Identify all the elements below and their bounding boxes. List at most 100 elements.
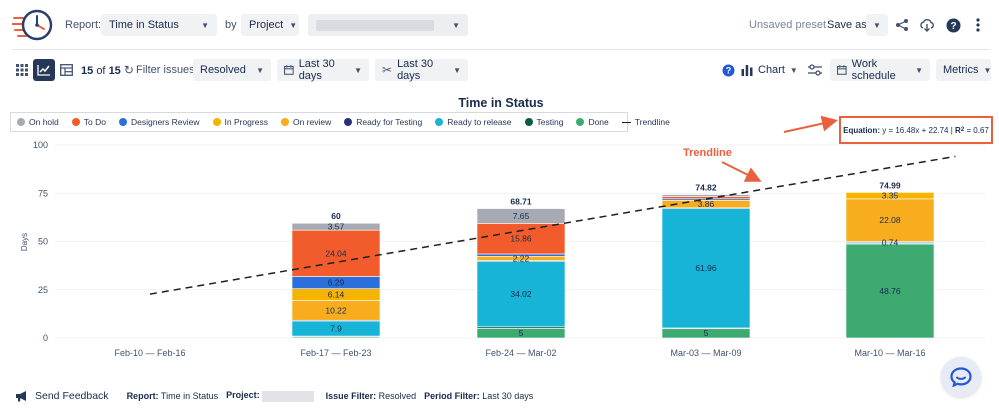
legend-color-swatch bbox=[435, 118, 444, 126]
filter-issues-value: Resolved bbox=[200, 64, 246, 76]
legend-color-swatch bbox=[71, 118, 80, 126]
chevron-down-icon: ▼ bbox=[983, 65, 992, 75]
trendline-annotation: Trendline bbox=[683, 147, 732, 159]
legend-item[interactable]: Testing bbox=[524, 117, 563, 127]
help-icon: ? bbox=[946, 18, 960, 32]
segment-label: 7.9 bbox=[330, 323, 342, 333]
legend-item[interactable]: Designers Review bbox=[119, 117, 200, 127]
legend-item[interactable]: On review bbox=[280, 117, 332, 127]
chevron-down-icon: ▼ bbox=[256, 65, 264, 75]
chart-settings-button[interactable] bbox=[804, 59, 826, 81]
save-as-dropdown-button[interactable]: ▼ bbox=[866, 14, 888, 36]
equation-label: Equation: bbox=[843, 125, 880, 135]
legend-color-swatch bbox=[524, 118, 533, 126]
refresh-icon[interactable]: ↻ bbox=[123, 63, 134, 77]
chart-view-button[interactable] bbox=[33, 59, 55, 81]
footer-report-value: Time in Status bbox=[160, 391, 219, 401]
legend-item[interactable]: Done bbox=[576, 117, 609, 127]
y-tick-label: 50 bbox=[38, 237, 48, 247]
filter-issues-select[interactable]: Resolved ▼ bbox=[193, 59, 271, 81]
send-feedback-label: Send Feedback bbox=[35, 390, 109, 402]
report-select[interactable]: Time in Status ▼ bbox=[101, 14, 217, 36]
legend-label: Designers Review bbox=[131, 117, 200, 127]
footer: Send Feedback Report: Time in Status Pro… bbox=[15, 390, 541, 402]
by-select[interactable]: Project ▼ bbox=[241, 14, 299, 36]
period-value: Last 30 days bbox=[298, 58, 335, 82]
segment-label: 3.35 bbox=[882, 191, 899, 201]
send-feedback-link[interactable]: Send Feedback bbox=[15, 390, 109, 402]
legend-label: Trendline bbox=[634, 117, 670, 127]
segment-label: 2.22 bbox=[513, 253, 530, 263]
footer-period-filter: Period Filter: Last 30 days bbox=[424, 391, 533, 401]
equation-text: y = 16.48x + 22.74 | bbox=[882, 125, 953, 135]
legend-item[interactable]: Trendline bbox=[621, 117, 670, 127]
bar-total-label: 74.82 bbox=[695, 183, 717, 193]
chevron-down-icon: ▼ bbox=[452, 20, 460, 30]
segment-label: 3.86 bbox=[698, 199, 715, 209]
legend-color-swatch bbox=[17, 118, 25, 126]
work-schedule-select[interactable]: Work schedule ▼ bbox=[830, 58, 930, 82]
segment-label: 6.14 bbox=[328, 290, 345, 300]
more-menu-button[interactable] bbox=[967, 14, 989, 36]
grid-view-icon bbox=[16, 64, 28, 76]
segment-label: 5 bbox=[519, 328, 524, 338]
line-chart-icon bbox=[37, 65, 50, 76]
r2-label: R bbox=[955, 125, 961, 135]
header-divider bbox=[12, 49, 990, 50]
segment-label: 3.57 bbox=[328, 222, 345, 232]
legend-label: On review bbox=[292, 117, 332, 127]
chart-title: Time in Status bbox=[458, 96, 543, 110]
legend-item[interactable]: To Do bbox=[71, 117, 106, 127]
footer-report: Report: Time in Status bbox=[127, 391, 219, 401]
y-tick-label: 75 bbox=[38, 188, 48, 198]
segment-label: 24.04 bbox=[325, 248, 347, 258]
by-label: by bbox=[225, 19, 237, 31]
legend-item[interactable]: Ready for Testing bbox=[344, 117, 422, 127]
export-button[interactable] bbox=[916, 14, 938, 36]
save-as-button[interactable]: Save as bbox=[827, 19, 867, 31]
y-axis-label: Days bbox=[20, 233, 29, 251]
legend-item[interactable]: In Progress bbox=[212, 117, 268, 127]
legend-item[interactable]: On hold bbox=[17, 117, 59, 127]
share-icon bbox=[896, 19, 908, 31]
help-button[interactable]: ? bbox=[942, 14, 964, 36]
chevron-down-icon: ▼ bbox=[789, 65, 798, 75]
bar-segment bbox=[845, 198, 935, 242]
table-view-button[interactable] bbox=[55, 59, 77, 81]
period-select[interactable]: Last 30 days ▼ bbox=[277, 58, 369, 82]
chat-support-button[interactable] bbox=[941, 357, 981, 397]
filter-issues-label: Filter issues: bbox=[136, 64, 198, 76]
footer-period-filter-label: Period Filter: bbox=[424, 391, 480, 401]
chat-icon bbox=[950, 367, 972, 387]
metrics-select[interactable]: Metrics ▼ bbox=[936, 59, 991, 81]
redacted-value bbox=[261, 390, 314, 402]
bar-chart-icon bbox=[741, 65, 753, 76]
clock-logo-icon bbox=[12, 9, 53, 41]
chevron-down-icon: ▼ bbox=[915, 65, 923, 75]
bar-segment bbox=[845, 243, 935, 339]
top-bar: Report: Time in Status ▼ by Project ▼ ▼ … bbox=[0, 0, 999, 50]
time-range-value: Last 30 days bbox=[397, 58, 434, 82]
bar-segment bbox=[291, 229, 381, 277]
share-button[interactable] bbox=[891, 14, 913, 36]
time-range-select[interactable]: ✂ Last 30 days ▼ bbox=[375, 58, 468, 82]
segment-label: 6.29 bbox=[328, 278, 345, 288]
x-tick-label: Feb-10 — Feb-16 bbox=[114, 348, 185, 358]
chart-help-button[interactable]: ? bbox=[717, 59, 739, 81]
trendline-annotation-arrow bbox=[721, 161, 762, 182]
chart-type-value: Chart bbox=[758, 64, 785, 76]
project-select[interactable]: ▼ bbox=[308, 14, 468, 36]
x-tick-label: Feb-17 — Feb-23 bbox=[300, 348, 371, 358]
y-tick-label: 100 bbox=[33, 140, 48, 150]
report-select-value: Time in Status bbox=[109, 19, 179, 31]
chevron-down-icon: ▼ bbox=[453, 65, 461, 75]
segment-label: 15.86 bbox=[510, 234, 532, 244]
issue-count: 15 of 15 ↻ bbox=[81, 63, 134, 77]
chart-type-select[interactable]: Chart ▼ bbox=[741, 59, 798, 81]
segment-label: 34.02 bbox=[510, 289, 532, 299]
grid-view-button[interactable] bbox=[11, 59, 33, 81]
legend-item[interactable]: Ready to release bbox=[435, 117, 512, 127]
legend-label: Ready for Testing bbox=[356, 117, 423, 127]
y-tick-label: 25 bbox=[38, 285, 48, 295]
equation-annotation-arrow bbox=[783, 115, 838, 133]
